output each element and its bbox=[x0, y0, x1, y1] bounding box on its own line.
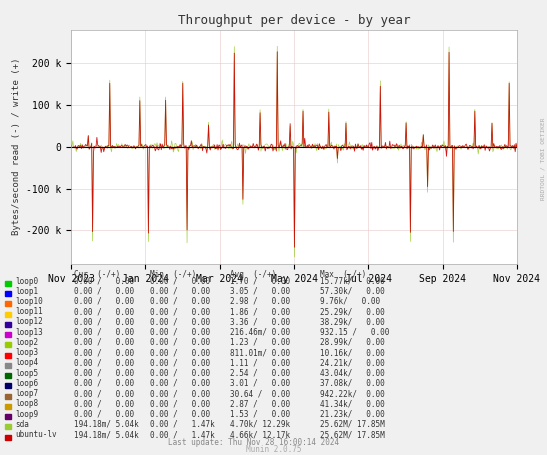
Text: 0.00 /   0.00: 0.00 / 0.00 bbox=[150, 359, 211, 368]
Text: loop13: loop13 bbox=[15, 328, 43, 337]
Text: loop2: loop2 bbox=[15, 338, 38, 347]
Text: 4.70k/ 12.29k: 4.70k/ 12.29k bbox=[230, 420, 290, 429]
Text: RRDTOOL / TOBI OETIKER: RRDTOOL / TOBI OETIKER bbox=[541, 118, 546, 201]
Text: 0.00 /   0.00: 0.00 / 0.00 bbox=[74, 287, 134, 296]
Text: ubuntu-lv: ubuntu-lv bbox=[15, 430, 57, 439]
Text: 3.01 /   0.00: 3.01 / 0.00 bbox=[230, 379, 290, 388]
Text: 25.62M/ 17.85M: 25.62M/ 17.85M bbox=[320, 420, 385, 429]
Text: 0.00 /   0.00: 0.00 / 0.00 bbox=[74, 379, 134, 388]
Text: 2.87 /   0.00: 2.87 / 0.00 bbox=[230, 399, 290, 409]
Text: 1.70 /   0.00: 1.70 / 0.00 bbox=[230, 277, 290, 286]
Text: 0.00 /   0.00: 0.00 / 0.00 bbox=[74, 318, 134, 327]
Text: 10.16k/   0.00: 10.16k/ 0.00 bbox=[320, 348, 385, 357]
Text: 0.00 /   0.00: 0.00 / 0.00 bbox=[150, 307, 211, 316]
Text: Max  (-/+): Max (-/+) bbox=[320, 270, 366, 278]
Text: 942.22k/  0.00: 942.22k/ 0.00 bbox=[320, 389, 385, 398]
Text: loop7: loop7 bbox=[15, 389, 38, 398]
Text: 0.00 /   0.00: 0.00 / 0.00 bbox=[150, 318, 211, 327]
Text: loop6: loop6 bbox=[15, 379, 38, 388]
Text: 0.00 /   0.00: 0.00 / 0.00 bbox=[150, 389, 211, 398]
Text: 15.77k/   0.00: 15.77k/ 0.00 bbox=[320, 277, 385, 286]
Text: 216.46m/ 0.00: 216.46m/ 0.00 bbox=[230, 328, 290, 337]
Text: 43.04k/   0.00: 43.04k/ 0.00 bbox=[320, 369, 385, 378]
Text: 1.53 /   0.00: 1.53 / 0.00 bbox=[230, 410, 290, 419]
Text: 9.76k/   0.00: 9.76k/ 0.00 bbox=[320, 297, 380, 306]
Text: 0.00 /   1.47k: 0.00 / 1.47k bbox=[150, 420, 215, 429]
Text: loop11: loop11 bbox=[15, 307, 43, 316]
Text: 0.00 /   0.00: 0.00 / 0.00 bbox=[74, 348, 134, 357]
Text: 2.98 /   0.00: 2.98 / 0.00 bbox=[230, 297, 290, 306]
Text: Last update: Thu Nov 28 16:00:14 2024: Last update: Thu Nov 28 16:00:14 2024 bbox=[168, 438, 339, 447]
Text: 0.00 /   0.00: 0.00 / 0.00 bbox=[74, 369, 134, 378]
Title: Throughput per device - by year: Throughput per device - by year bbox=[178, 14, 410, 27]
Text: 0.00 /   0.00: 0.00 / 0.00 bbox=[74, 338, 134, 347]
Text: 1.86 /   0.00: 1.86 / 0.00 bbox=[230, 307, 290, 316]
Text: 0.00 /   0.00: 0.00 / 0.00 bbox=[150, 410, 211, 419]
Text: 194.18m/ 5.04k: 194.18m/ 5.04k bbox=[74, 420, 138, 429]
Text: 0.00 /   0.00: 0.00 / 0.00 bbox=[74, 307, 134, 316]
Text: 1.11 /   0.00: 1.11 / 0.00 bbox=[230, 359, 290, 368]
Y-axis label: Bytes/second read (-) / write (+): Bytes/second read (-) / write (+) bbox=[11, 58, 21, 235]
Text: 3.36 /   0.00: 3.36 / 0.00 bbox=[230, 318, 290, 327]
Text: Munin 2.0.75: Munin 2.0.75 bbox=[246, 445, 301, 454]
Text: 0.00 /   1.47k: 0.00 / 1.47k bbox=[150, 430, 215, 439]
Text: 2.54 /   0.00: 2.54 / 0.00 bbox=[230, 369, 290, 378]
Text: 21.23k/   0.00: 21.23k/ 0.00 bbox=[320, 410, 385, 419]
Text: 0.00 /   0.00: 0.00 / 0.00 bbox=[150, 399, 211, 409]
Text: 0.00 /   0.00: 0.00 / 0.00 bbox=[74, 359, 134, 368]
Text: loop10: loop10 bbox=[15, 297, 43, 306]
Text: 0.00 /   0.00: 0.00 / 0.00 bbox=[74, 410, 134, 419]
Text: Cur  (-/+): Cur (-/+) bbox=[74, 270, 120, 278]
Text: 0.00 /   0.00: 0.00 / 0.00 bbox=[150, 338, 211, 347]
Text: 25.29k/   0.00: 25.29k/ 0.00 bbox=[320, 307, 385, 316]
Text: sda: sda bbox=[15, 420, 29, 429]
Text: loop8: loop8 bbox=[15, 399, 38, 409]
Text: 0.00 /   0.00: 0.00 / 0.00 bbox=[150, 297, 211, 306]
Text: 1.23 /   0.00: 1.23 / 0.00 bbox=[230, 338, 290, 347]
Text: 0.00 /   0.00: 0.00 / 0.00 bbox=[150, 328, 211, 337]
Text: 194.18m/ 5.04k: 194.18m/ 5.04k bbox=[74, 430, 138, 439]
Text: 0.00 /   0.00: 0.00 / 0.00 bbox=[150, 348, 211, 357]
Text: 3.05 /   0.00: 3.05 / 0.00 bbox=[230, 287, 290, 296]
Text: 0.00 /   0.00: 0.00 / 0.00 bbox=[150, 277, 211, 286]
Text: 0.00 /   0.00: 0.00 / 0.00 bbox=[150, 379, 211, 388]
Text: 24.21k/   0.00: 24.21k/ 0.00 bbox=[320, 359, 385, 368]
Text: 41.34k/   0.00: 41.34k/ 0.00 bbox=[320, 399, 385, 409]
Text: 932.15 /   0.00: 932.15 / 0.00 bbox=[320, 328, 389, 337]
Text: loop4: loop4 bbox=[15, 359, 38, 368]
Text: 0.00 /   0.00: 0.00 / 0.00 bbox=[150, 369, 211, 378]
Text: 38.29k/   0.00: 38.29k/ 0.00 bbox=[320, 318, 385, 327]
Text: loop1: loop1 bbox=[15, 287, 38, 296]
Text: 811.01m/ 0.00: 811.01m/ 0.00 bbox=[230, 348, 290, 357]
Text: 4.66k/ 12.17k: 4.66k/ 12.17k bbox=[230, 430, 290, 439]
Text: 57.30k/   0.00: 57.30k/ 0.00 bbox=[320, 287, 385, 296]
Text: 30.64 /  0.00: 30.64 / 0.00 bbox=[230, 389, 290, 398]
Text: 0.00 /   0.00: 0.00 / 0.00 bbox=[74, 277, 134, 286]
Text: 25.62M/ 17.85M: 25.62M/ 17.85M bbox=[320, 430, 385, 439]
Text: loop5: loop5 bbox=[15, 369, 38, 378]
Text: Avg  (-/+): Avg (-/+) bbox=[230, 270, 276, 278]
Text: loop9: loop9 bbox=[15, 410, 38, 419]
Text: 0.00 /   0.00: 0.00 / 0.00 bbox=[74, 389, 134, 398]
Text: 0.00 /   0.00: 0.00 / 0.00 bbox=[74, 399, 134, 409]
Text: 0.00 /   0.00: 0.00 / 0.00 bbox=[74, 297, 134, 306]
Text: 0.00 /   0.00: 0.00 / 0.00 bbox=[150, 287, 211, 296]
Text: loop3: loop3 bbox=[15, 348, 38, 357]
Text: loop0: loop0 bbox=[15, 277, 38, 286]
Text: 37.08k/   0.00: 37.08k/ 0.00 bbox=[320, 379, 385, 388]
Text: Min  (-/+): Min (-/+) bbox=[150, 270, 197, 278]
Text: loop12: loop12 bbox=[15, 318, 43, 327]
Text: 0.00 /   0.00: 0.00 / 0.00 bbox=[74, 328, 134, 337]
Text: 28.99k/   0.00: 28.99k/ 0.00 bbox=[320, 338, 385, 347]
